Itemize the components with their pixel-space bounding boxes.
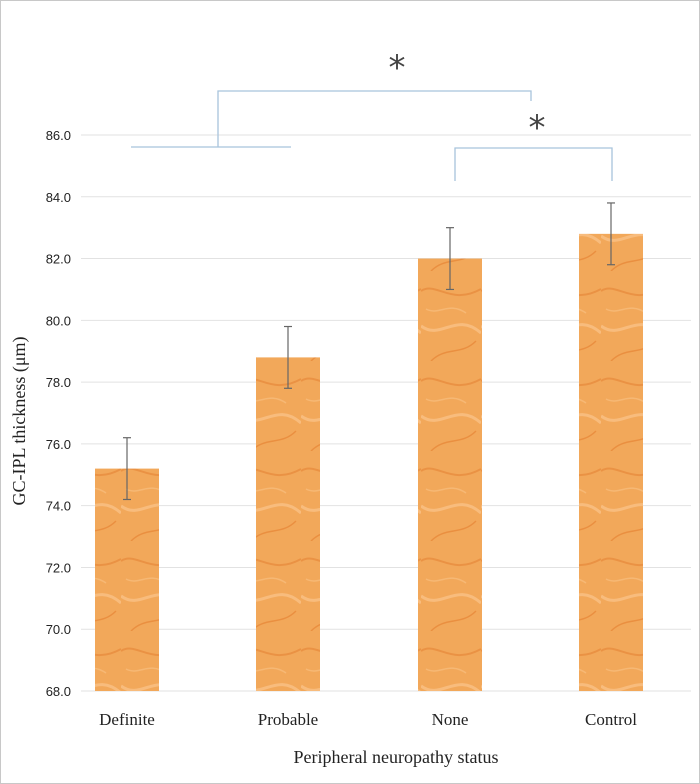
y-tick-label: 76.0 [46, 437, 71, 452]
x-tick-label: Definite [99, 710, 155, 729]
y-tick-label: 84.0 [46, 190, 71, 205]
error-bars [123, 202, 615, 501]
y-tick-label: 70.0 [46, 622, 71, 637]
x-tick-label: Probable [258, 710, 318, 729]
grid-lines [81, 134, 691, 692]
x-axis: Definite Probable None Control [99, 710, 637, 729]
bar-none [418, 258, 482, 691]
y-tick-label: 86.0 [46, 128, 71, 143]
x-tick-label: None [432, 710, 469, 729]
y-tick-label: 74.0 [46, 499, 71, 514]
y-tick-label: 80.0 [46, 313, 71, 328]
bars [95, 233, 643, 691]
significance-star-outer: * [389, 48, 406, 88]
y-axis: 68.0 70.0 72.0 74.0 76.0 78.0 80.0 82.0 84.0 86.0 [46, 128, 71, 699]
significance-star-inner: * [529, 108, 546, 148]
bar-probable [256, 357, 320, 691]
bracket-inner [454, 147, 613, 181]
significance-brackets: ** [131, 48, 613, 181]
y-tick-label: 78.0 [46, 375, 71, 390]
y-tick-label: 72.0 [46, 560, 71, 575]
bar-definite [95, 468, 159, 691]
bracket-outer [217, 90, 532, 147]
bar-control [579, 233, 643, 691]
x-tick-label: Control [585, 710, 637, 729]
y-tick-label: 68.0 [46, 684, 71, 699]
x-axis-title: Peripheral neuropathy status [294, 747, 499, 767]
y-tick-label: 82.0 [46, 252, 71, 267]
y-axis-title: GC-IPL thickness (μm) [9, 337, 30, 506]
